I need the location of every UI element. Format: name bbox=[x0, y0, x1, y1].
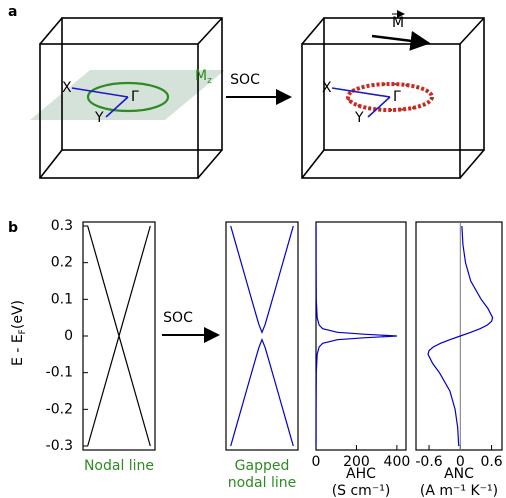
x-axis-title: Gapped bbox=[235, 458, 290, 474]
band-line bbox=[230, 225, 294, 334]
x-tick-label: 0.6 bbox=[480, 454, 502, 470]
band-line bbox=[87, 225, 151, 447]
y-tick-label: -0.2 bbox=[46, 401, 73, 417]
magnetization-label: M bbox=[392, 15, 404, 31]
panel-label: b bbox=[8, 220, 18, 236]
y-tick-label: 0.2 bbox=[51, 255, 73, 271]
plane-label: Mz bbox=[195, 68, 212, 86]
y-tick-label: -0.1 bbox=[46, 365, 73, 381]
arrow-label: SOC bbox=[230, 72, 260, 88]
y-axis-title: E - EF(eV) bbox=[10, 300, 28, 366]
cube-right bbox=[301, 10, 485, 179]
point-label: Γ bbox=[393, 89, 401, 105]
x-tick-label: 0 bbox=[456, 454, 465, 470]
x-axis-title: Nodal line bbox=[84, 458, 154, 474]
plot-frame bbox=[225, 221, 299, 451]
plane-subscript: z bbox=[207, 76, 212, 86]
x-tick-label: -0.6 bbox=[415, 454, 442, 470]
x-tick-label: 400 bbox=[384, 454, 411, 470]
y-axis-unit: (eV) bbox=[10, 300, 26, 329]
plane-label: M bbox=[195, 68, 207, 84]
point-label: Y bbox=[354, 110, 364, 126]
panel-label: a bbox=[8, 4, 17, 20]
y-tick-label: 0 bbox=[64, 328, 73, 344]
x-axis-title: AHC bbox=[346, 466, 376, 482]
profile-line bbox=[315, 225, 397, 447]
y-tick-label: 0.3 bbox=[51, 218, 73, 234]
y-tick-label: -0.3 bbox=[46, 438, 73, 454]
x-axis-title: ANC bbox=[444, 466, 474, 482]
y-tick-label: 0.1 bbox=[51, 291, 73, 307]
point-label: Γ bbox=[131, 89, 139, 105]
profile-line bbox=[427, 225, 494, 447]
x-axis-title: nodal line bbox=[228, 475, 297, 491]
arrow-label: SOC bbox=[163, 310, 193, 326]
plot-frame bbox=[415, 221, 503, 451]
x-tick-label: 0 bbox=[312, 454, 321, 470]
point-label: X bbox=[322, 80, 332, 96]
x-axis-title: (S cm⁻¹) bbox=[332, 483, 391, 498]
x-tick-label: 200 bbox=[343, 454, 370, 470]
y-axis-subscript: F bbox=[18, 329, 28, 334]
cube-left bbox=[30, 17, 225, 179]
x-axis-title: (A m⁻¹ K⁻¹) bbox=[420, 483, 498, 498]
y-axis-title: E - E bbox=[10, 334, 26, 366]
point-label: Y bbox=[94, 110, 104, 126]
point-label: X bbox=[62, 80, 72, 96]
plot-frame bbox=[315, 221, 407, 451]
band-line bbox=[230, 338, 294, 447]
